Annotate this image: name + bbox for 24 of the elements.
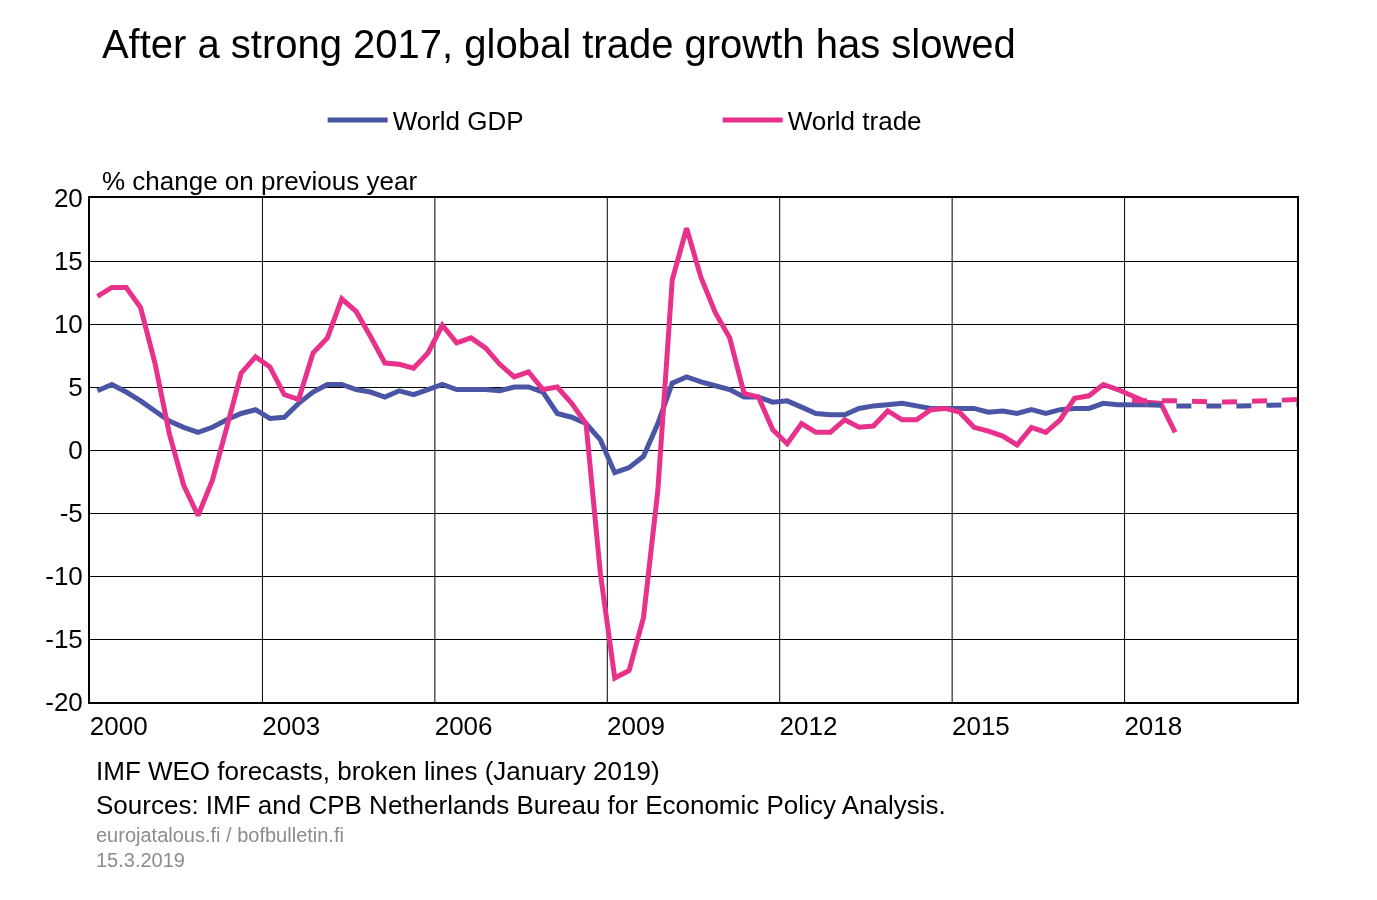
text: 15.3.2019: [96, 849, 185, 871]
x-tick-label: 2000: [89, 711, 148, 742]
y-tick-label: 10: [53, 309, 83, 340]
legend-label: World GDP: [392, 106, 524, 137]
legend-label: World trade: [787, 106, 922, 137]
x-tick-label: 2015: [951, 711, 1010, 742]
y-tick-label: 15: [53, 246, 83, 277]
y-tick-label: -5: [59, 498, 83, 529]
y-tick-label: -10: [45, 561, 83, 592]
x-tick-label: 2012: [779, 711, 838, 742]
y-tick-label: 20: [53, 183, 83, 214]
y-tick-label: -15: [45, 624, 83, 655]
y-tick-label: 0: [68, 435, 83, 466]
x-tick-label: 2006: [434, 711, 493, 742]
y-tick-label: -20: [45, 687, 83, 718]
y-axis-title: % change on previous year: [102, 166, 418, 196]
x-tick-label: 2003: [262, 711, 321, 742]
source-note: Sources: IMF and CPB Netherlands Bureau for Economic Policy Analysis.: [96, 790, 946, 820]
x-tick-label: 2009: [607, 711, 665, 742]
text: IMF WEO forecasts, broken lines (January 2019): [96, 756, 660, 786]
text: eurojatalous.fi / bofbulletin.fi: [96, 824, 344, 846]
x-tick-label: 2018: [1124, 711, 1183, 742]
chart-title: After a strong 2017, global trade growth has slowed: [101, 22, 1016, 66]
y-tick-label: 5: [68, 372, 83, 403]
